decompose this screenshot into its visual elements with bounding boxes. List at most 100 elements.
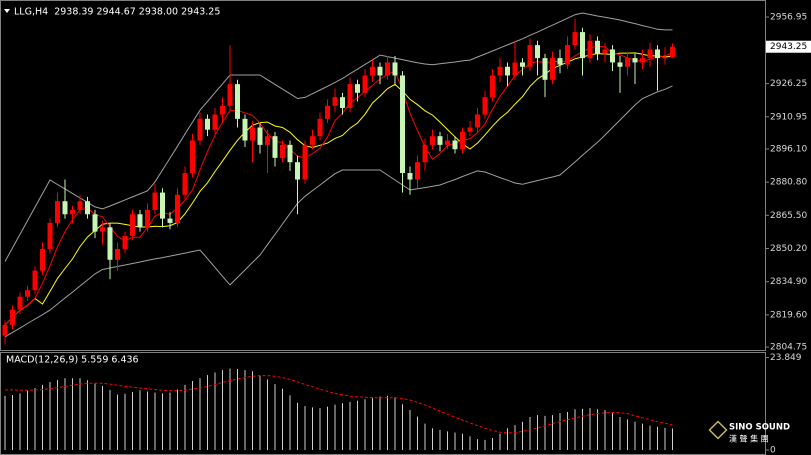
candle-body: [670, 46, 675, 58]
candle-body: [610, 49, 615, 63]
candle-body: [497, 66, 503, 76]
candle-body: [32, 270, 38, 291]
y-tick-label: 2880.80: [770, 178, 807, 188]
y-tick-label: 23.849: [770, 353, 802, 363]
candle-body: [385, 62, 390, 76]
candle-body: [122, 235, 128, 249]
candle-body: [145, 209, 150, 228]
candle-body: [340, 97, 345, 108]
candle-body: [355, 84, 360, 93]
y-tick-label: 2819.60: [770, 310, 807, 320]
candle-body: [242, 118, 248, 141]
candle-body: [302, 144, 308, 180]
candle-body: [505, 66, 510, 76]
candle-body: [310, 136, 315, 145]
candle-body: [595, 40, 600, 54]
logo-icon: [708, 420, 728, 440]
logo-text: SINO SOUND: [729, 423, 790, 433]
candle-body: [332, 97, 338, 106]
candle-body: [175, 194, 180, 223]
candle-body: [130, 214, 135, 236]
candle-body: [160, 192, 165, 219]
candle-body: [280, 144, 285, 158]
candle-body: [287, 144, 293, 163]
logo: SINO SOUND 漢 聲 集 團: [708, 420, 790, 444]
candle-body: [452, 140, 458, 150]
candle-body: [370, 66, 375, 76]
y-tick-label: 2834.90: [770, 277, 807, 287]
candle-body: [182, 173, 188, 195]
candle-body: [152, 192, 158, 210]
candle-body: [632, 58, 638, 63]
candle-body: [490, 75, 495, 98]
candle-body: [542, 58, 548, 80]
candle-body: [445, 140, 450, 145]
y-tick-label: 2804.75: [770, 343, 807, 353]
logo-subtext: 漢 聲 集 團: [729, 434, 769, 444]
candle-body: [295, 162, 300, 180]
candle-body: [550, 58, 555, 80]
main-panel-frame: [0, 0, 766, 351]
candle-body: [197, 118, 203, 141]
candle-body: [647, 49, 653, 59]
candle-body: [167, 218, 173, 223]
candle-body: [92, 214, 98, 232]
chart-title: LLG,H4 2938.39 2944.67 2938.00 2943.25: [14, 7, 220, 18]
y-tick-label: 2865.50: [770, 211, 807, 221]
candle-body: [437, 136, 443, 145]
candle-body: [220, 105, 225, 115]
candle-body: [212, 114, 218, 130]
candle-body: [460, 131, 465, 150]
candle-body: [235, 84, 240, 119]
candle-body: [572, 32, 578, 46]
candle-body: [362, 75, 368, 93]
candle-body: [77, 201, 83, 210]
candle-body: [2, 324, 8, 336]
candle-body: [190, 140, 195, 174]
candle-body: [62, 201, 68, 215]
candle-body: [347, 84, 353, 108]
overlay-line: [4, 52, 673, 326]
candle-body: [430, 136, 435, 145]
macd-title: MACD(12,26,9) 5.559 6.436: [6, 355, 139, 366]
candle-body: [617, 62, 623, 67]
candle-body: [625, 58, 630, 67]
candle-body: [520, 62, 525, 67]
candle-body: [47, 222, 53, 249]
candle-body: [250, 127, 255, 141]
candle-body: [265, 136, 270, 145]
macd-plot: [4, 368, 673, 450]
last-price-box: [766, 40, 811, 53]
candle-body: [325, 105, 330, 119]
candle-body: [40, 248, 45, 271]
candle-body: [422, 144, 428, 163]
candle-body: [482, 97, 488, 115]
price-axis: 2956.95 2926.25 2910.95 2896.10 2880.80 2865.…: [765, 13, 811, 455]
y-tick-label: 2910.95: [770, 112, 807, 122]
candle-body: [10, 309, 15, 325]
candle-body: [107, 227, 113, 260]
y-tick-label: 2850.20: [770, 244, 807, 254]
overlay-line: [4, 12, 673, 262]
candle-body: [392, 62, 398, 76]
candle-body: [535, 45, 540, 59]
candle-body: [70, 209, 75, 215]
candle-body: [25, 290, 30, 297]
candle-body: [100, 227, 105, 232]
candle-body: [557, 58, 563, 65]
candle-body: [415, 162, 420, 180]
signal-line: [5, 375, 673, 434]
candle-body: [17, 296, 23, 310]
candle-body: [527, 45, 533, 67]
menu-arrow: [4, 9, 10, 13]
candle-body: [227, 84, 233, 106]
candle-body: [317, 118, 323, 137]
candle-body: [475, 114, 480, 128]
candle-body: [137, 214, 143, 228]
candle-body: [377, 66, 383, 76]
candle-body: [587, 40, 593, 59]
candle-body: [662, 57, 668, 59]
candle-body: [205, 118, 210, 130]
